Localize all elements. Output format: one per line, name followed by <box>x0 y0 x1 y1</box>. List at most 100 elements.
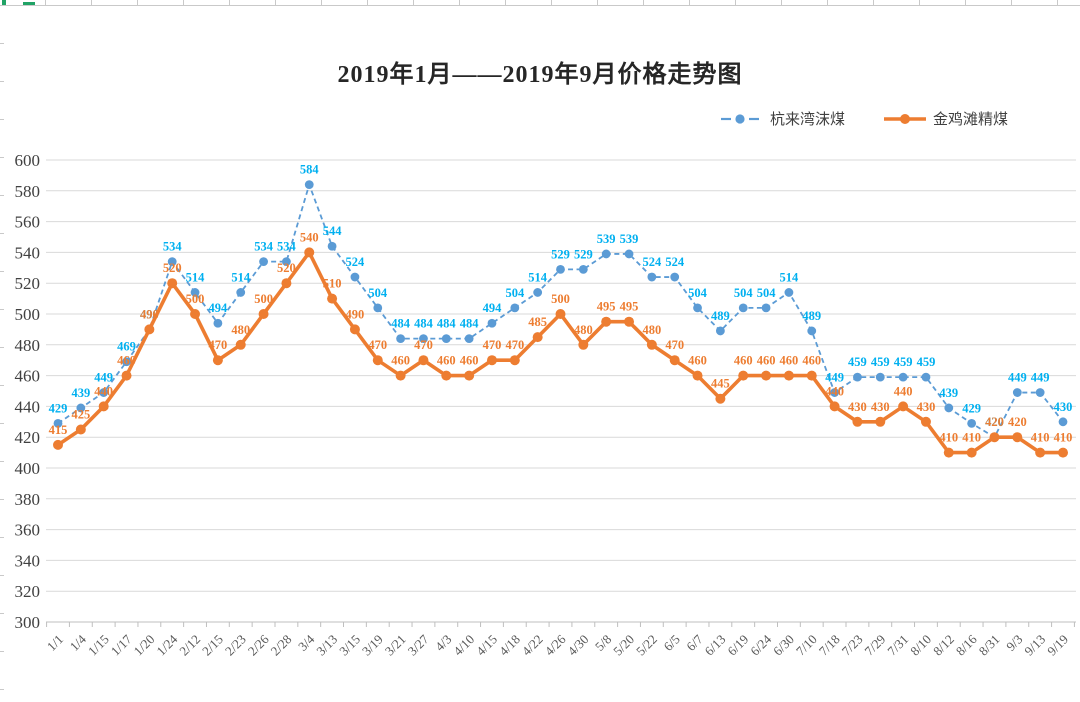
data-point-series1[interactable] <box>349 324 360 335</box>
data-point-series1[interactable] <box>304 247 315 258</box>
data-point-series0[interactable] <box>578 264 588 274</box>
data-point-series0[interactable] <box>807 326 817 336</box>
data-point-series0[interactable] <box>647 272 657 282</box>
data-point-series0[interactable] <box>510 303 520 313</box>
data-point-series1[interactable] <box>167 278 178 289</box>
data-point-series0[interactable] <box>830 388 839 397</box>
data-label-series0: 504 <box>757 286 777 300</box>
data-point-series0[interactable] <box>327 241 337 251</box>
data-point-series1[interactable] <box>418 355 429 366</box>
data-point-series0[interactable] <box>236 288 246 297</box>
data-point-series1[interactable] <box>829 401 840 412</box>
excel-column-grid-sliver <box>0 0 1080 6</box>
data-point-series1[interactable] <box>898 401 909 412</box>
series-line-1[interactable] <box>56 248 1063 455</box>
data-point-series0[interactable] <box>99 388 109 397</box>
data-point-series1[interactable] <box>464 370 475 381</box>
x-axis-label: 7/10 <box>793 632 820 659</box>
data-point-series0[interactable] <box>1058 417 1068 427</box>
data-point-series0[interactable] <box>921 372 931 382</box>
legend-label: 金鸡滩精煤 <box>932 112 1008 128</box>
data-point-series1[interactable] <box>98 401 109 412</box>
data-point-series1[interactable] <box>486 355 497 366</box>
data-point-series0[interactable] <box>190 288 200 297</box>
data-point-series1[interactable] <box>646 339 657 350</box>
y-axis-tick-label: 400 <box>15 459 41 478</box>
data-point-series0[interactable] <box>670 272 680 282</box>
data-point-series1[interactable] <box>966 447 977 458</box>
data-point-series1[interactable] <box>601 316 612 327</box>
data-point-series0[interactable] <box>738 303 748 313</box>
data-point-series0[interactable] <box>304 180 314 190</box>
data-point-series0[interactable] <box>715 326 725 336</box>
data-point-series1[interactable] <box>875 416 886 427</box>
data-point-series1[interactable] <box>509 355 520 366</box>
data-point-series1[interactable] <box>783 370 794 381</box>
data-point-series0[interactable] <box>167 257 177 267</box>
data-point-series1[interactable] <box>852 416 863 427</box>
data-point-series1[interactable] <box>441 370 452 381</box>
data-point-series0[interactable] <box>282 257 291 267</box>
data-point-series0[interactable] <box>761 303 771 313</box>
data-point-series1[interactable] <box>738 370 749 381</box>
data-point-series1[interactable] <box>144 324 155 335</box>
data-point-series1[interactable] <box>943 447 954 458</box>
data-point-series1[interactable] <box>372 355 383 366</box>
data-point-series0[interactable] <box>259 257 268 267</box>
data-point-series1[interactable] <box>212 355 223 366</box>
data-point-series0[interactable] <box>967 418 977 428</box>
data-point-series0[interactable] <box>601 249 611 259</box>
data-point-series0[interactable] <box>122 357 131 367</box>
data-point-series1[interactable] <box>281 278 292 289</box>
data-point-series1[interactable] <box>989 432 1000 443</box>
data-point-series0[interactable] <box>487 318 497 328</box>
data-point-series0[interactable] <box>396 334 406 344</box>
data-point-series0[interactable] <box>373 303 383 313</box>
data-point-series0[interactable] <box>441 334 451 344</box>
data-point-series1[interactable] <box>920 416 931 427</box>
data-point-series0[interactable] <box>784 288 794 297</box>
data-point-series1[interactable] <box>1012 432 1023 443</box>
legend-item-jinjitan[interactable]: 金鸡滩精煤 <box>883 108 1008 129</box>
data-point-series1[interactable] <box>1035 447 1046 458</box>
data-point-series1[interactable] <box>121 370 132 381</box>
data-label-series0: 504 <box>734 286 754 300</box>
legend-item-hanglaiwan[interactable]: 杭来湾沫煤 <box>720 108 845 129</box>
data-point-series0[interactable] <box>875 372 885 382</box>
data-label-series1: 470 <box>414 338 433 352</box>
data-point-series0[interactable] <box>624 249 634 259</box>
data-point-series0[interactable] <box>53 418 63 428</box>
data-point-series1[interactable] <box>258 309 269 319</box>
data-point-series1[interactable] <box>235 339 246 350</box>
data-point-series0[interactable] <box>853 372 862 382</box>
data-point-series0[interactable] <box>556 264 565 274</box>
data-point-series1[interactable] <box>555 309 566 319</box>
data-point-series0[interactable] <box>898 372 908 382</box>
data-point-series0[interactable] <box>213 318 223 328</box>
data-point-series1[interactable] <box>624 316 635 327</box>
data-point-series1[interactable] <box>806 370 817 381</box>
data-point-series0[interactable] <box>533 288 543 297</box>
data-point-series1[interactable] <box>327 293 338 304</box>
data-point-series1[interactable] <box>669 355 680 366</box>
data-point-series1[interactable] <box>75 424 86 435</box>
data-point-series0[interactable] <box>944 403 954 413</box>
data-point-series1[interactable] <box>1058 447 1068 458</box>
data-point-series1[interactable] <box>395 370 406 381</box>
data-point-series1[interactable] <box>692 370 703 381</box>
data-point-series0[interactable] <box>1012 388 1022 397</box>
data-point-series1[interactable] <box>532 332 543 343</box>
chart-title[interactable]: 2019年1月——2019年9月价格走势图 <box>337 62 743 88</box>
data-point-series1[interactable] <box>190 309 201 319</box>
data-point-series0[interactable] <box>350 272 360 282</box>
data-point-series0[interactable] <box>419 334 428 344</box>
data-point-series1[interactable] <box>53 439 63 450</box>
data-point-series1[interactable] <box>761 370 772 381</box>
data-point-series1[interactable] <box>578 339 589 350</box>
data-point-series0[interactable] <box>464 334 474 344</box>
data-point-series0[interactable] <box>693 303 702 313</box>
data-point-series0[interactable] <box>1035 388 1045 397</box>
data-point-series1[interactable] <box>715 393 726 404</box>
data-point-series0[interactable] <box>76 403 86 413</box>
